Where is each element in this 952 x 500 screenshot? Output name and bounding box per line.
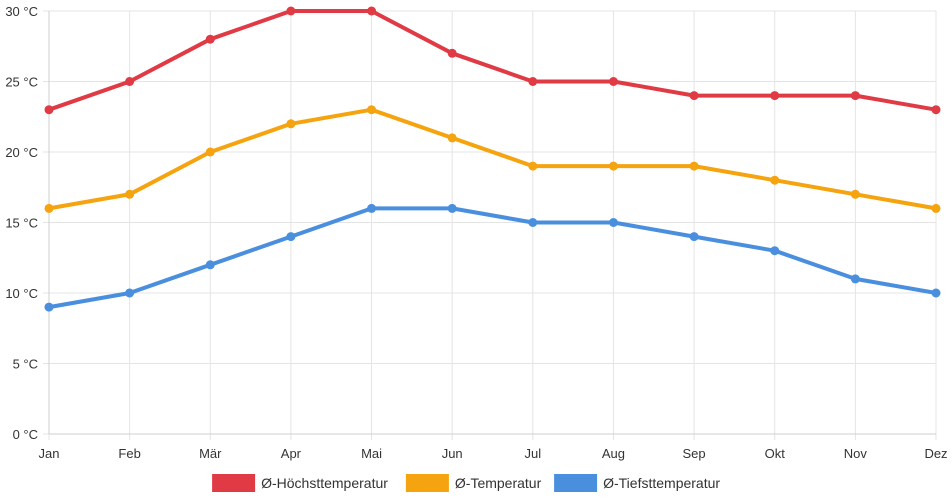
data-point[interactable] — [205, 147, 215, 157]
axes: 0 °C 5 °C 10 °C 15 °C 20 °C 25 °C 30 °C Jan Feb M… — [5, 4, 947, 461]
data-point[interactable] — [286, 6, 296, 16]
data-point[interactable] — [367, 203, 377, 213]
data-point[interactable] — [770, 175, 780, 185]
data-point[interactable] — [205, 34, 215, 44]
x-tick-label: Dez — [924, 446, 947, 461]
data-point[interactable] — [205, 260, 215, 270]
y-tick-label: 20 °C — [5, 145, 38, 160]
data-point[interactable] — [770, 91, 780, 101]
series-2 — [44, 105, 941, 213]
data-point[interactable] — [367, 6, 377, 16]
data-point[interactable] — [689, 161, 699, 171]
data-point[interactable] — [608, 218, 618, 227]
data-point[interactable] — [770, 246, 780, 256]
series-line — [47, 107, 938, 211]
legend-label: Ø-Tiefsttemperatur — [603, 475, 720, 491]
data-point[interactable] — [286, 119, 296, 129]
data-point[interactable] — [689, 232, 699, 242]
x-tick-label: Aug — [602, 446, 625, 461]
data-point[interactable] — [850, 274, 860, 284]
data-point[interactable] — [367, 105, 377, 115]
y-tick-label: 0 °C — [13, 427, 38, 442]
data-point[interactable] — [689, 91, 699, 101]
data-point[interactable] — [44, 302, 54, 312]
legend-item[interactable]: Ø-Höchsttemperatur — [212, 474, 388, 492]
series-line — [47, 9, 938, 112]
legend-swatch — [405, 474, 449, 492]
y-tick-label: 30 °C — [5, 4, 38, 19]
data-point[interactable] — [125, 288, 135, 298]
data-point[interactable] — [850, 91, 860, 101]
legend-item[interactable]: Ø-Temperatur — [405, 474, 542, 492]
series — [44, 6, 941, 312]
legend-label: Ø-Temperatur — [455, 475, 542, 491]
legend: Ø-Höchsttemperatur Ø-Temperatur Ø-Tiefstte… — [212, 474, 720, 492]
data-point[interactable] — [125, 189, 135, 199]
x-tick-label: Okt — [765, 446, 786, 461]
x-tick-label: Jul — [525, 446, 542, 461]
data-point[interactable] — [608, 77, 618, 86]
y-tick-label: 10 °C — [5, 286, 38, 301]
data-point[interactable] — [447, 133, 457, 143]
data-point[interactable] — [44, 105, 54, 115]
data-point[interactable] — [931, 288, 941, 298]
x-tick-label: Jun — [442, 446, 463, 461]
y-tick-label: 25 °C — [5, 75, 38, 90]
data-point[interactable] — [286, 232, 296, 242]
series-3 — [44, 203, 941, 312]
legend-item[interactable]: Ø-Tiefsttemperatur — [554, 474, 720, 492]
data-point[interactable] — [447, 203, 457, 213]
y-tick-label: 5 °C — [13, 357, 38, 372]
data-point[interactable] — [44, 203, 54, 213]
x-tick-label: Apr — [281, 446, 302, 461]
series-line — [47, 206, 938, 310]
data-point[interactable] — [528, 218, 538, 227]
data-point[interactable] — [850, 189, 860, 199]
legend-label: Ø-Höchsttemperatur — [261, 475, 388, 491]
x-tick-label: Sep — [683, 446, 706, 461]
data-point[interactable] — [931, 203, 941, 213]
legend-swatch — [554, 474, 598, 492]
x-tick-label: Mai — [361, 446, 382, 461]
data-point[interactable] — [528, 161, 538, 171]
y-tick-label: 15 °C — [5, 216, 38, 231]
x-tick-label: Jan — [39, 446, 60, 461]
legend-swatch — [212, 474, 256, 492]
data-point[interactable] — [447, 48, 457, 58]
x-tick-label: Mär — [199, 446, 222, 461]
data-point[interactable] — [125, 77, 135, 86]
x-tick-label: Nov — [844, 446, 868, 461]
x-tick-label: Feb — [118, 446, 140, 461]
data-point[interactable] — [608, 161, 618, 171]
series-1 — [44, 6, 941, 115]
grid — [43, 10, 937, 440]
data-point[interactable] — [528, 77, 538, 86]
data-point[interactable] — [931, 105, 941, 115]
